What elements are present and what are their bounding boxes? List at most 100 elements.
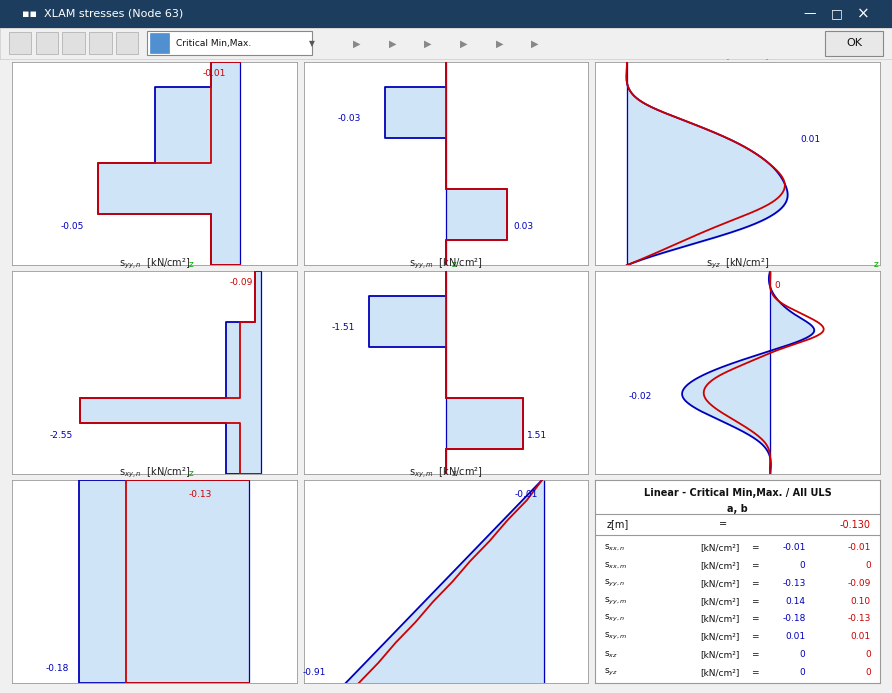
Bar (78, 531, 250, 556)
Text: 0: 0 (800, 650, 805, 659)
Text: 0.01: 0.01 (851, 632, 871, 641)
Text: ▪▪  XLAM stresses (Node 63): ▪▪ XLAM stresses (Node 63) (22, 9, 184, 19)
Bar (80, 398, 261, 423)
Text: =: = (751, 632, 758, 641)
Title: s$_{xy,n}$  [kN/cm²]: s$_{xy,n}$ [kN/cm²] (119, 466, 190, 480)
Bar (211, 214, 240, 240)
Text: 1.51: 1.51 (527, 431, 548, 440)
Text: 0.01: 0.01 (786, 632, 805, 641)
Text: ▶: ▶ (353, 38, 360, 49)
FancyBboxPatch shape (89, 33, 112, 54)
FancyBboxPatch shape (147, 31, 312, 55)
Title: s$_{xx,m}$  [kN/cm²]: s$_{xx,m}$ [kN/cm²] (409, 46, 483, 62)
Text: OK: OK (847, 38, 862, 49)
Text: -0.18: -0.18 (782, 615, 805, 624)
Title: s$_{yz}$  [kN/cm²]: s$_{yz}$ [kN/cm²] (706, 256, 769, 271)
Title: s$_{xy,m}$  [kN/cm²]: s$_{xy,m}$ [kN/cm²] (409, 466, 483, 480)
Title: s$_{xx,n}$  [kN/cm²]: s$_{xx,n}$ [kN/cm²] (119, 46, 190, 62)
Text: 0: 0 (800, 561, 805, 570)
Text: s$_{yy,n}$: s$_{yy,n}$ (604, 578, 625, 589)
Text: ▶: ▶ (460, 38, 467, 49)
Text: -0.03: -0.03 (337, 114, 360, 123)
Text: z: z (451, 468, 457, 477)
Text: -0.13: -0.13 (188, 490, 211, 499)
Text: ▶: ▶ (389, 38, 396, 49)
Text: [kN/cm²]: [kN/cm²] (700, 597, 739, 606)
Bar (385, 87, 446, 112)
Bar (255, 296, 261, 322)
FancyBboxPatch shape (116, 33, 138, 54)
Text: s$_{xx,m}$: s$_{xx,m}$ (604, 561, 627, 570)
Text: [kN/cm²]: [kN/cm²] (700, 561, 739, 570)
Text: 0: 0 (865, 561, 871, 570)
Text: -0.02: -0.02 (629, 392, 652, 401)
Title: s$_{yy,n}$  [kN/cm²]: s$_{yy,n}$ [kN/cm²] (119, 256, 190, 271)
Bar (154, 87, 240, 112)
Text: -0.130: -0.130 (840, 520, 871, 529)
Bar (154, 112, 240, 138)
Title: s$_{xz}$  [kN/cm²]: s$_{xz}$ [kN/cm²] (706, 48, 769, 62)
Text: ▶: ▶ (532, 38, 539, 49)
Text: z: z (189, 51, 194, 60)
Text: =: = (751, 597, 758, 606)
Text: -0.09: -0.09 (847, 579, 871, 588)
Text: [kN/cm²]: [kN/cm²] (700, 615, 739, 624)
Text: 0.03: 0.03 (513, 222, 533, 231)
Text: 0: 0 (865, 650, 871, 659)
Text: s$_{xy,m}$: s$_{xy,m}$ (604, 631, 627, 642)
Text: z[m]: z[m] (607, 520, 629, 529)
Text: ▶: ▶ (496, 38, 503, 49)
Text: =: = (751, 561, 758, 570)
Bar (78, 480, 250, 505)
Bar (98, 189, 240, 214)
Text: =: = (719, 520, 727, 529)
Text: z: z (451, 51, 457, 60)
Text: [kN/cm²]: [kN/cm²] (700, 668, 739, 677)
Text: =: = (751, 668, 758, 677)
Text: -0.05: -0.05 (60, 222, 84, 231)
Text: -2.55: -2.55 (50, 431, 73, 440)
Text: ×: × (857, 6, 870, 21)
Text: -0.13: -0.13 (782, 579, 805, 588)
Bar (226, 373, 261, 398)
Bar (369, 296, 446, 322)
FancyBboxPatch shape (825, 31, 883, 56)
Text: ▶: ▶ (425, 38, 432, 49)
Text: z: z (874, 260, 879, 269)
Text: -0.18: -0.18 (46, 664, 70, 673)
Text: 0.01: 0.01 (800, 134, 821, 143)
Text: =: = (751, 579, 758, 588)
Text: z: z (874, 51, 879, 60)
Text: 0: 0 (774, 281, 780, 290)
Bar (369, 322, 446, 347)
Title: s$_{yy,m}$  [kN/cm²]: s$_{yy,m}$ [kN/cm²] (409, 256, 483, 271)
Text: s$_{yy,m}$: s$_{yy,m}$ (604, 595, 627, 606)
Text: [kN/cm²]: [kN/cm²] (700, 632, 739, 641)
Bar (385, 112, 446, 138)
Bar (226, 322, 261, 347)
Text: =: = (751, 650, 758, 659)
Text: 0: 0 (865, 668, 871, 677)
Bar (255, 271, 261, 296)
Text: [kN/cm²]: [kN/cm²] (700, 579, 739, 588)
Text: -0.01: -0.01 (782, 543, 805, 552)
Bar (226, 347, 261, 373)
Bar (78, 505, 250, 531)
Text: z: z (451, 260, 457, 269)
Text: -0.13: -0.13 (847, 615, 871, 624)
Text: s$_{xy,n}$: s$_{xy,n}$ (604, 613, 625, 624)
FancyBboxPatch shape (36, 33, 58, 54)
Bar (446, 214, 507, 240)
Bar (211, 240, 240, 265)
Text: s$_{xz}$: s$_{xz}$ (604, 649, 618, 660)
Bar (446, 189, 507, 214)
Bar (78, 556, 250, 581)
Bar (226, 423, 261, 449)
Bar (78, 658, 250, 683)
Text: =: = (751, 615, 758, 624)
Text: Critical Min,Max.: Critical Min,Max. (176, 39, 251, 48)
Text: 0.10: 0.10 (851, 597, 871, 606)
Bar (78, 607, 250, 633)
Text: -0.91: -0.91 (302, 668, 326, 677)
Bar (226, 449, 261, 474)
